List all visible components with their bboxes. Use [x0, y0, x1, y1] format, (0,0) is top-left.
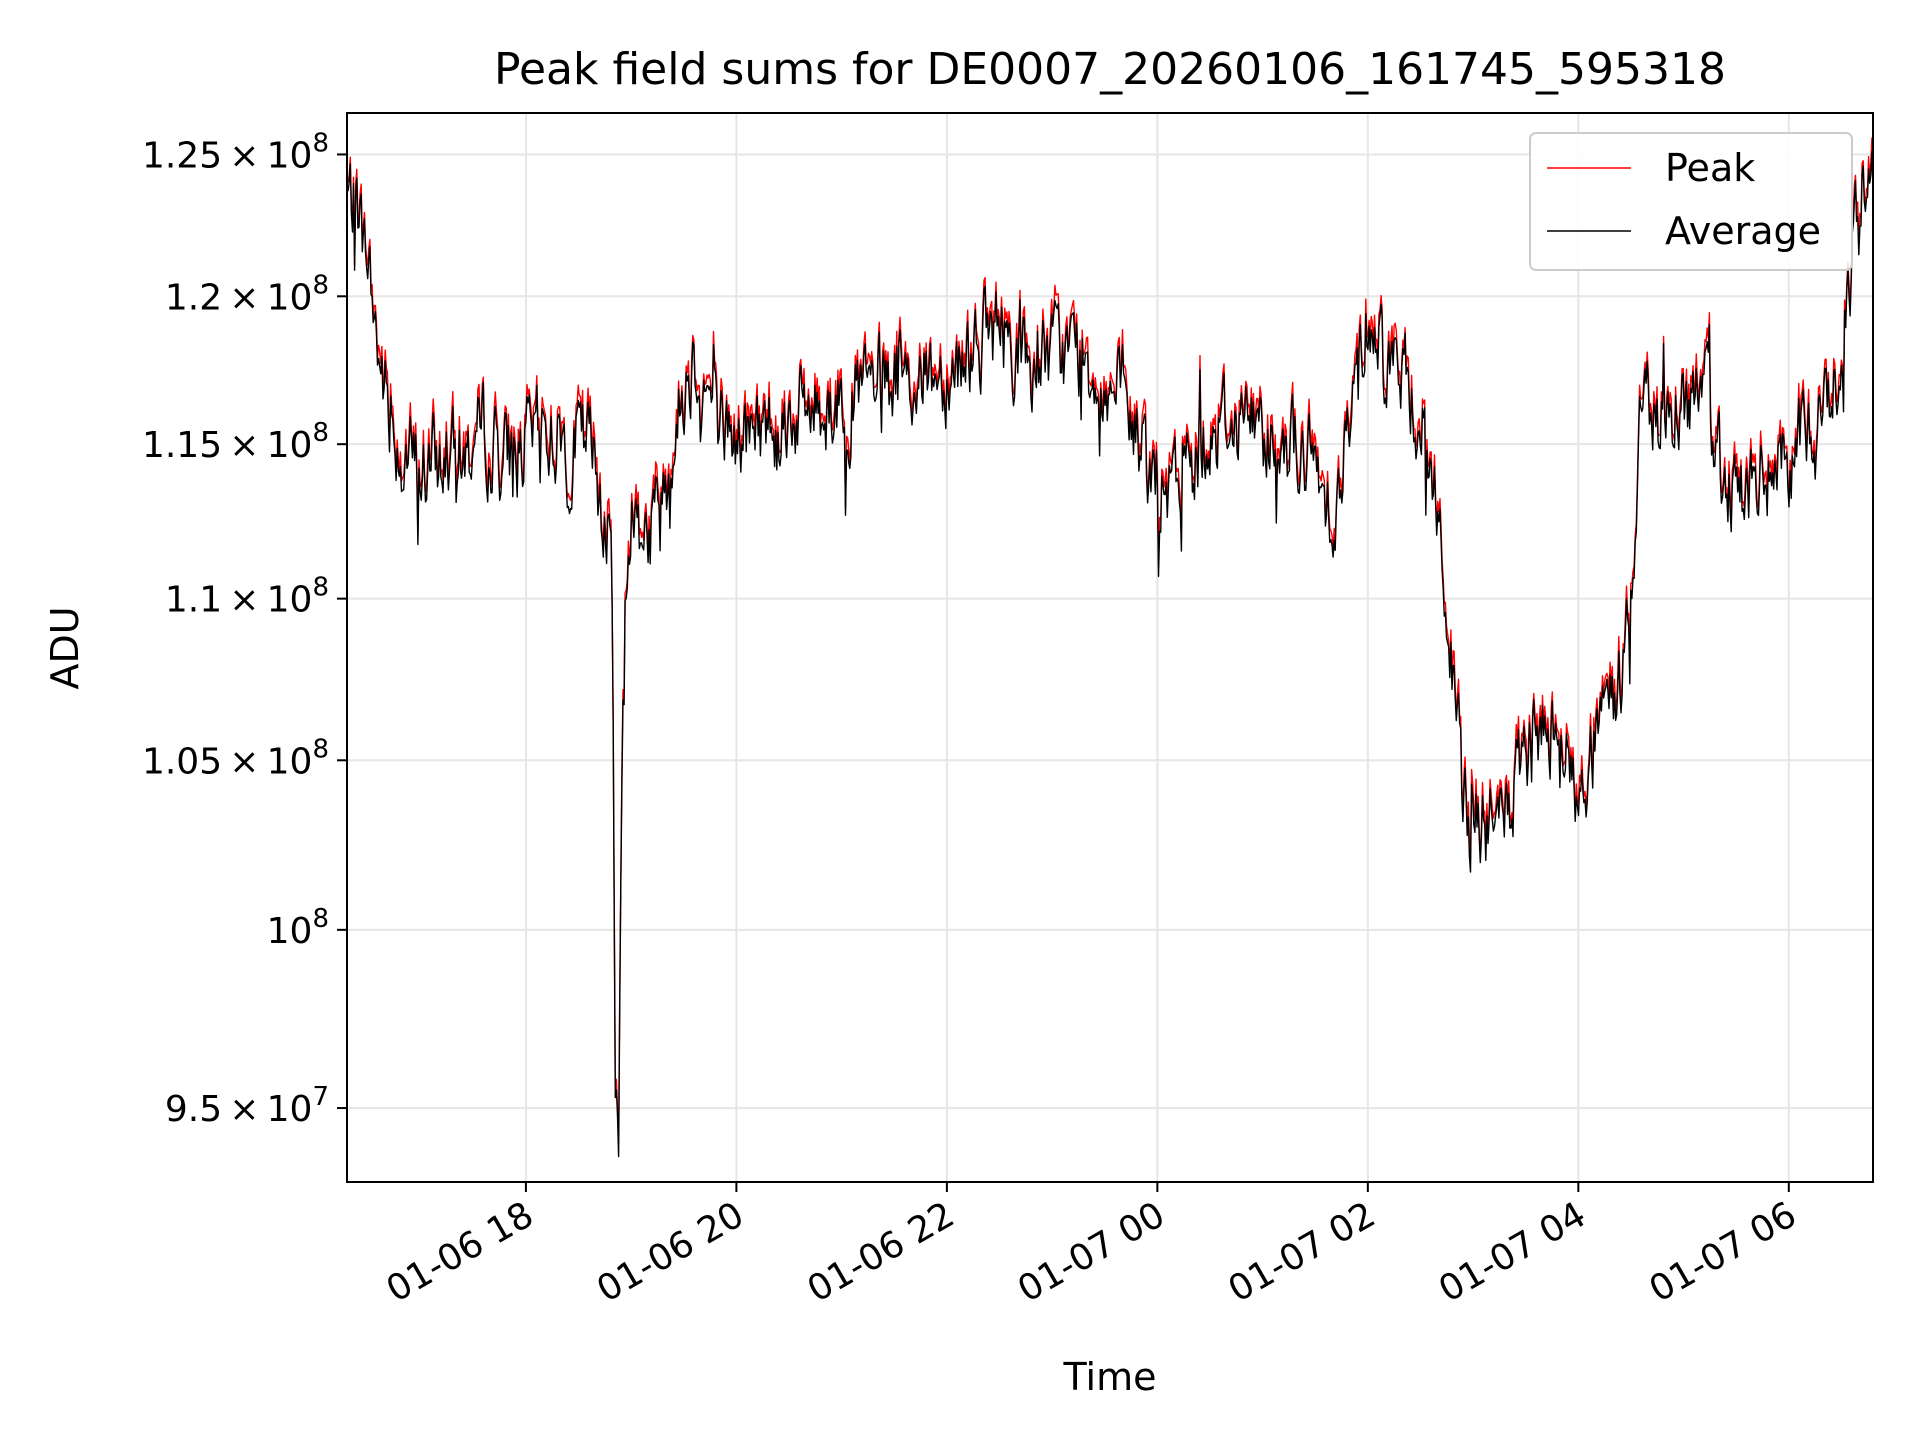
- y-tick-exponent: 8: [312, 128, 329, 158]
- y-tick-exponent: 8: [312, 573, 329, 603]
- series-layer: [346, 137, 1874, 1158]
- y-tick-mantissa: 10: [267, 911, 313, 952]
- legend: Peak Average: [1529, 132, 1853, 271]
- y-tick-mantissa: 1.1 × 10: [165, 580, 313, 621]
- y-tick-label: 9.5 × 107: [165, 1082, 329, 1130]
- y-tick-label: 1.05 × 108: [142, 734, 329, 782]
- y-tick-exponent: 8: [312, 418, 329, 448]
- y-tick-exponent: 8: [312, 904, 329, 934]
- x-axis-label: Time: [1063, 1355, 1157, 1399]
- plot-frame: [346, 112, 1874, 1183]
- y-tick-exponent: 7: [312, 1082, 329, 1112]
- y-tick-mantissa: 1.05 × 10: [142, 741, 313, 782]
- chart-title: Peak field sums for DE0007_20260106_1617…: [494, 44, 1726, 95]
- y-tick-mantissa: 9.5 × 10: [165, 1089, 313, 1130]
- y-tick-label: 108: [267, 904, 329, 952]
- grid: [347, 113, 1873, 1182]
- legend-label-peak: Peak: [1665, 146, 1755, 190]
- y-tick-label: 1.2 × 108: [165, 270, 329, 318]
- y-tick-label: 1.25 × 108: [142, 128, 329, 176]
- legend-label-average: Average: [1665, 209, 1821, 253]
- y-tick-exponent: 8: [312, 734, 329, 764]
- y-tick-mantissa: 1.25 × 10: [142, 135, 313, 176]
- series-line-average: [346, 151, 1874, 1158]
- y-tick-label: 1.1 × 108: [165, 573, 329, 621]
- y-axis-label: ADU: [43, 606, 87, 689]
- y-tick-mantissa: 1.2 × 10: [165, 277, 313, 318]
- y-tick-mantissa: 1.15 × 10: [142, 425, 313, 466]
- y-tick-exponent: 8: [312, 270, 329, 300]
- y-tick-label: 1.15 × 108: [142, 418, 329, 466]
